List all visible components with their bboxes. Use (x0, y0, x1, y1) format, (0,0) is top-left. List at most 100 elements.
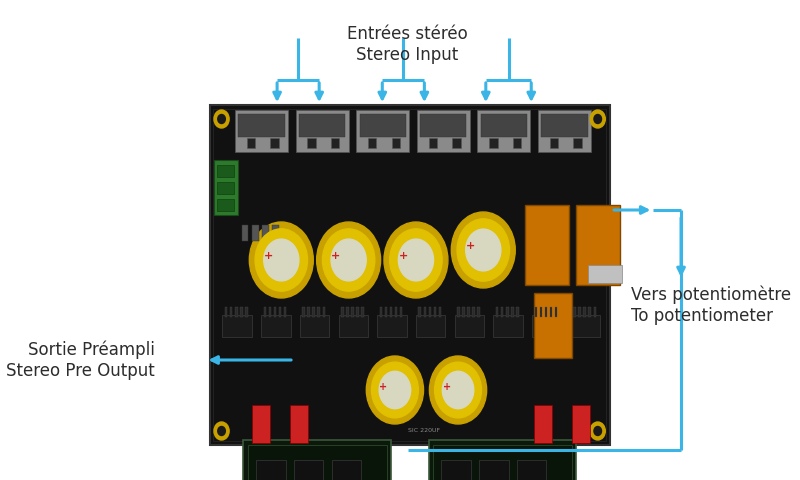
Bar (318, 307, 320, 317)
Bar (417, 110, 470, 152)
Bar (252, 405, 270, 443)
Bar (390, 307, 392, 317)
Bar (532, 315, 562, 337)
Circle shape (384, 222, 448, 298)
Text: Sortie Préampli
Stereo Pre Output: Sortie Préampli Stereo Pre Output (6, 340, 155, 380)
Bar (302, 307, 305, 317)
Circle shape (434, 362, 482, 418)
Bar (467, 307, 470, 317)
Bar (307, 138, 316, 148)
Bar (429, 138, 437, 148)
Bar (296, 110, 349, 152)
Bar (516, 307, 518, 317)
Bar (400, 307, 402, 317)
Bar (416, 315, 446, 337)
Bar (218, 182, 234, 194)
Bar (278, 307, 282, 317)
Circle shape (590, 422, 606, 440)
Circle shape (331, 239, 366, 281)
Circle shape (317, 222, 381, 298)
Bar (338, 315, 368, 337)
Circle shape (250, 222, 314, 298)
Bar (391, 138, 400, 148)
Bar (540, 307, 542, 317)
Bar (261, 315, 290, 337)
Bar (359, 114, 406, 137)
Bar (574, 138, 582, 148)
Bar (555, 307, 558, 317)
Bar (274, 307, 276, 317)
Bar (442, 460, 470, 480)
Bar (272, 225, 278, 241)
Bar (478, 110, 530, 152)
Bar (479, 460, 509, 480)
Bar (284, 307, 286, 317)
Bar (235, 307, 238, 317)
Bar (462, 307, 465, 317)
Circle shape (442, 372, 474, 408)
Bar (433, 445, 572, 480)
Bar (589, 265, 622, 283)
Bar (538, 110, 591, 152)
Circle shape (218, 115, 226, 123)
Bar (313, 307, 315, 317)
Circle shape (430, 356, 486, 424)
Bar (218, 165, 234, 177)
Text: +: + (466, 241, 475, 251)
Bar (472, 307, 475, 317)
Bar (489, 138, 498, 148)
Bar (252, 225, 258, 241)
Bar (434, 307, 436, 317)
Bar (423, 307, 426, 317)
Bar (332, 460, 362, 480)
Bar (545, 307, 547, 317)
Bar (513, 138, 521, 148)
Bar (331, 138, 339, 148)
Bar (356, 307, 358, 317)
Text: +: + (442, 382, 450, 392)
Circle shape (366, 356, 423, 424)
Bar (300, 315, 330, 337)
Bar (230, 307, 233, 317)
Bar (356, 110, 410, 152)
Circle shape (218, 427, 226, 435)
Circle shape (590, 110, 606, 128)
Bar (429, 440, 576, 480)
Bar (452, 138, 461, 148)
Bar (225, 307, 227, 317)
Bar (235, 110, 288, 152)
Bar (270, 138, 278, 148)
Bar (534, 307, 537, 317)
Circle shape (594, 115, 602, 123)
Bar (243, 440, 390, 480)
Text: Vers potentiomètre
To potentiometer: Vers potentiomètre To potentiometer (630, 285, 790, 324)
Circle shape (214, 110, 229, 128)
Bar (213, 109, 606, 441)
Circle shape (322, 229, 375, 291)
Bar (351, 307, 354, 317)
Bar (299, 114, 346, 137)
Bar (481, 114, 527, 137)
Bar (346, 307, 349, 317)
Bar (517, 460, 546, 480)
Bar (264, 307, 266, 317)
Circle shape (594, 427, 602, 435)
Bar (385, 307, 387, 317)
Bar (418, 307, 421, 317)
Bar (542, 114, 588, 137)
Bar (578, 307, 581, 317)
Bar (322, 307, 325, 317)
Bar (214, 160, 238, 215)
Bar (238, 114, 285, 137)
Circle shape (255, 229, 307, 291)
Text: +: + (264, 251, 273, 261)
Bar (378, 315, 406, 337)
Bar (222, 315, 252, 337)
Circle shape (398, 239, 434, 281)
Bar (576, 205, 620, 285)
Bar (240, 307, 242, 317)
Bar (362, 307, 364, 317)
Bar (534, 405, 552, 443)
Bar (290, 405, 308, 443)
Bar (589, 307, 591, 317)
